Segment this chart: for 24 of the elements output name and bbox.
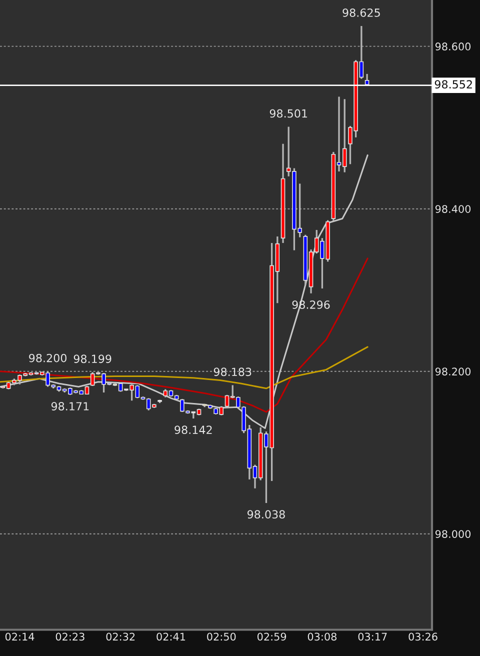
y-tick-label: 98.200 bbox=[435, 368, 471, 376]
annotation: 98.501 bbox=[270, 109, 308, 118]
x-tick-label: 02:59 bbox=[257, 632, 286, 641]
y-tick-label: 98.000 bbox=[435, 530, 471, 538]
line-series bbox=[0, 258, 368, 413]
ref-line-label: 98.552 bbox=[434, 80, 472, 89]
x-tick-label: 02:14 bbox=[5, 632, 34, 641]
annotation: 98.199 bbox=[74, 354, 112, 364]
annotation: 98.142 bbox=[174, 426, 212, 434]
annotation: 98.625 bbox=[342, 8, 380, 17]
x-tick-label: 02:50 bbox=[207, 632, 236, 641]
annotation: 98.183 bbox=[214, 368, 252, 376]
annotation: 98.200 bbox=[29, 354, 66, 362]
annotation: 98.171 bbox=[51, 402, 89, 410]
x-tick-label: 03:17 bbox=[358, 632, 387, 641]
y-tick-label: 98.600 bbox=[435, 42, 471, 50]
line-series bbox=[0, 346, 368, 390]
x-tick-label: 02:32 bbox=[106, 632, 135, 641]
x-tick-label: 03:08 bbox=[308, 632, 337, 641]
annotation: 98.038 bbox=[247, 510, 285, 519]
x-tick-label: 02:41 bbox=[156, 632, 186, 641]
x-tick-label: 03:26 bbox=[408, 632, 438, 641]
y-tick-label: 98.400 bbox=[435, 205, 471, 213]
x-tick-label: 02:23 bbox=[56, 632, 84, 641]
